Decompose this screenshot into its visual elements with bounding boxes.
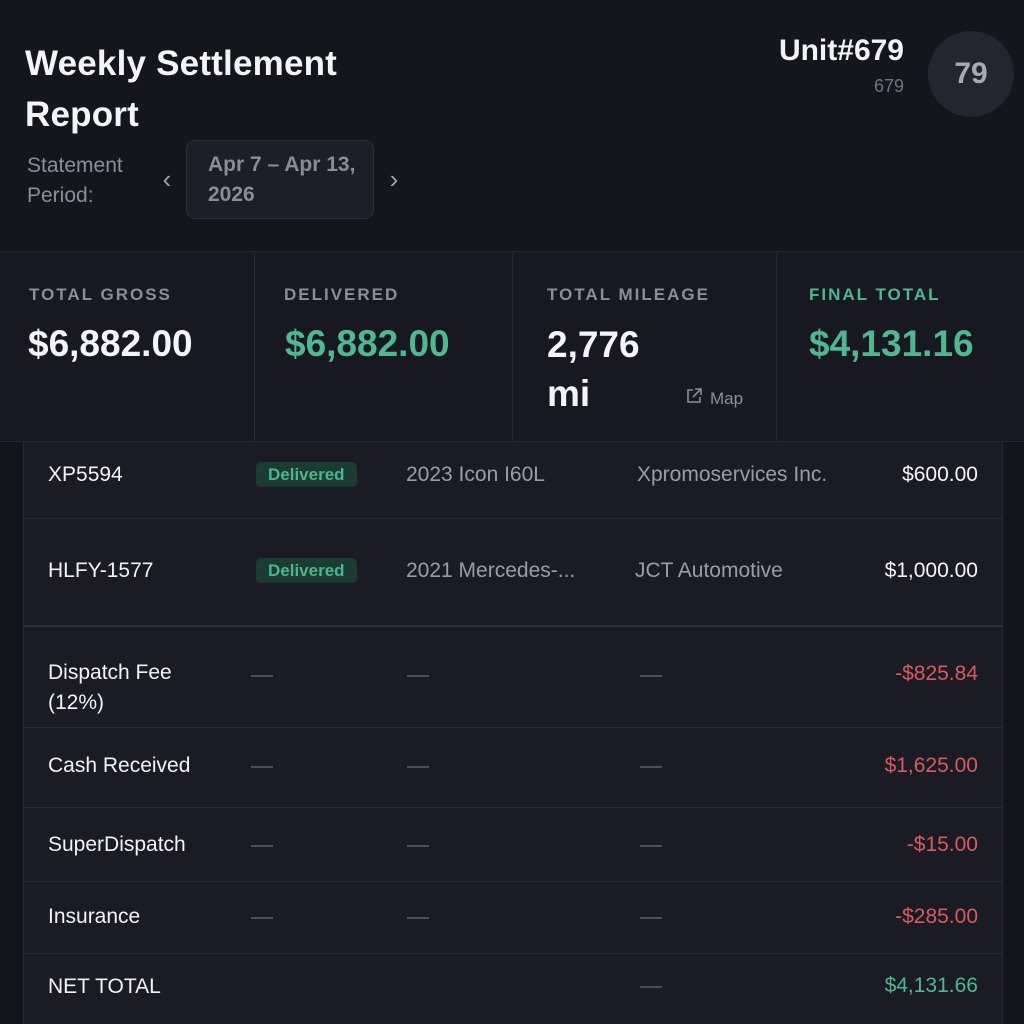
unit-title: Unit#679 [778,34,904,67]
unit-subtitle: 679 [873,76,904,96]
table-row[interactable]: HLFY-1577 Delivered 2021 Mercedes-... JC… [24,519,1002,627]
adjustment-amount: -$825.84 [895,662,978,685]
vehicle: 2023 Icon I60L [406,463,545,486]
adjustment-amount: -$285.00 [895,905,978,928]
chevron-left-icon[interactable]: ‹ [162,164,172,194]
table-row: Cash Received $1,625.00 [24,728,1002,808]
table-row: Dispatch Fee (12%) -$825.84 [24,627,1002,728]
adjustment-label: Cash Received [48,754,191,777]
external-link-icon [685,387,703,410]
load-id: HLFY-1577 [48,559,154,582]
statement-period-selector[interactable]: Apr 7 – Apr 13, 2026 [186,140,374,219]
final-total-label: FINAL TOTAL [809,285,941,304]
empty-dash [251,845,273,847]
net-total-amount: $4,131.66 [884,974,978,997]
empty-dash [407,917,429,919]
adjustment-label: Dispatch Fee (12%) [48,661,172,714]
total-gross-card: TOTAL GROSS $6,882.00 [0,252,255,443]
empty-dash [407,675,429,677]
delivered-card: DELIVERED $6,882.00 [255,252,513,443]
delivered-value: $6,882.00 [285,323,450,364]
avatar[interactable]: 79 [928,31,1014,117]
total-gross-value: $6,882.00 [28,323,193,364]
status-badge: Delivered [256,462,357,487]
statement-period-value: Apr 7 – Apr 13, 2026 [208,153,356,206]
vehicle: 2021 Mercedes-... [406,559,576,582]
statement-period-label: Statement Period: [27,154,123,207]
customer: JCT Automotive [635,559,783,582]
summary-cards: TOTAL GROSS $6,882.00 DELIVERED $6,882.0… [0,251,1024,443]
total-mileage-value: 2,776 mi [547,324,640,414]
empty-dash [251,766,273,768]
empty-dash [640,766,662,768]
page-title: Weekly Settlement Report [25,44,338,134]
net-total-row: NET TOTAL $4,131.66 [24,954,1002,1024]
customer: Xpromoservices Inc. [637,463,828,486]
settlement-table: XP5594 Delivered 2023 Icon I60L Xpromose… [23,442,1003,1024]
adjustment-amount: -$15.00 [906,833,978,856]
delivered-label: DELIVERED [284,285,400,304]
amount: $600.00 [902,463,978,486]
net-total-label: NET TOTAL [48,975,161,998]
amount: $1,000.00 [884,559,978,582]
empty-dash [640,917,662,919]
report-header: Weekly Settlement Report Statement Perio… [0,0,1024,250]
table-row: SuperDispatch -$15.00 [24,808,1002,882]
total-mileage-label: TOTAL MILEAGE [547,285,710,304]
adjustment-amount: $1,625.00 [884,754,978,777]
empty-dash [407,845,429,847]
empty-dash [640,986,662,988]
load-id: XP5594 [48,463,123,486]
chevron-right-icon[interactable]: › [389,164,399,194]
map-link-label: Map [710,388,744,408]
adjustment-label: Insurance [48,905,141,928]
map-link[interactable]: Map [685,387,743,410]
empty-dash [640,845,662,847]
empty-dash [640,675,662,677]
adjustment-label: SuperDispatch [48,833,186,856]
table-row[interactable]: XP5594 Delivered 2023 Icon I60L Xpromose… [24,442,1002,519]
table-row: Insurance -$285.00 [24,882,1002,954]
total-mileage-card: TOTAL MILEAGE 2,776 mi Map [513,252,777,443]
empty-dash [251,917,273,919]
empty-dash [251,675,273,677]
status-badge: Delivered [256,558,357,583]
total-gross-label: TOTAL GROSS [29,285,172,304]
empty-dash [407,766,429,768]
final-total-value: $4,131.16 [809,323,974,364]
final-total-card: FINAL TOTAL $4,131.16 [777,252,1024,443]
